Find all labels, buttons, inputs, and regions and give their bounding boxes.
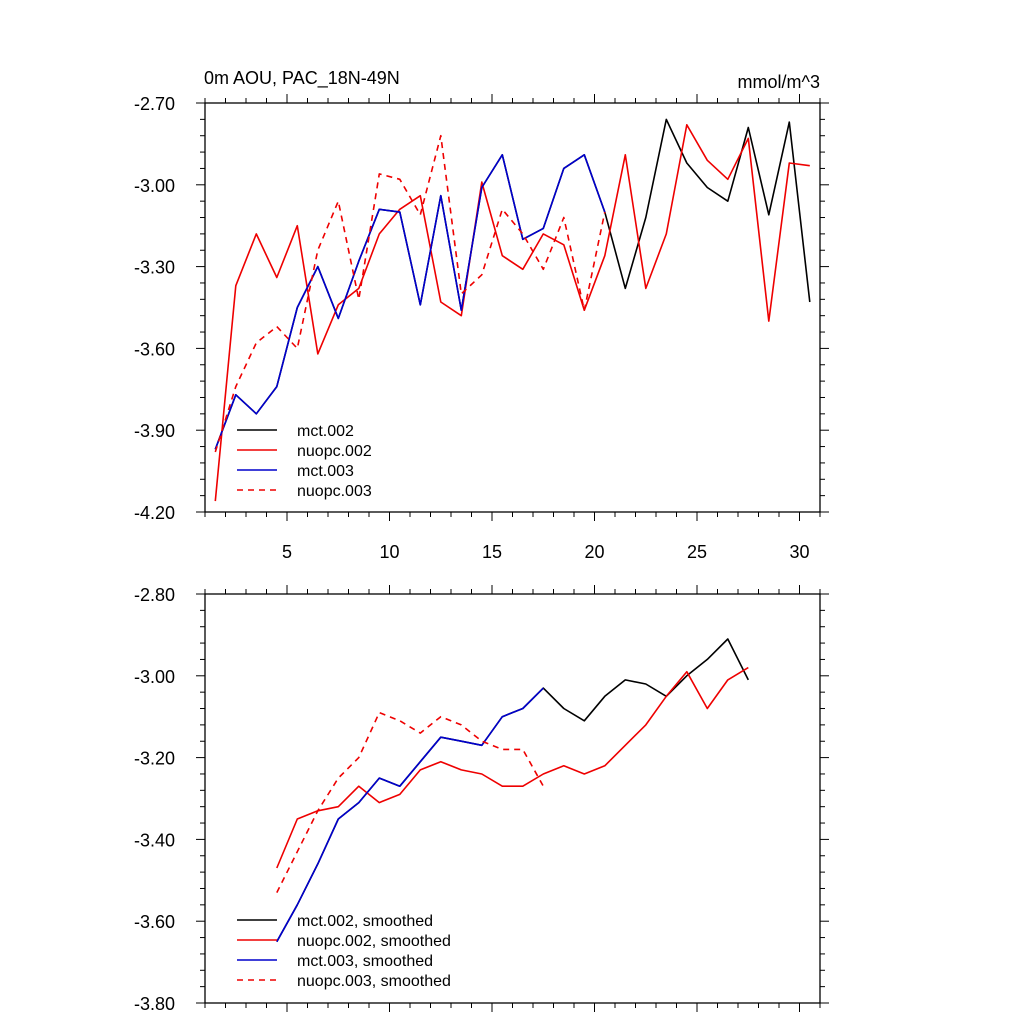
series-line-nuopc-002 [214, 124, 810, 502]
y-tick-label: -3.40 [134, 830, 175, 850]
y-tick-label: -3.80 [134, 994, 175, 1014]
legend-label: mct.003, smoothed [297, 953, 433, 970]
bottom-panel: -2.80 -3.00 -3.20 -3.40 -3.60 -3.80 mct.002, … [134, 585, 829, 1014]
top-chart-title: 0m AOU, PAC_18N-49N [204, 68, 400, 89]
x-tick-label: 15 [482, 542, 502, 562]
series-line-nuopc-003 [214, 134, 606, 453]
series-line-mct-002 [214, 118, 811, 450]
top-legend: mct.002 nuopc.002 mct.003 nuopc.003 [237, 423, 372, 500]
x-tick-label: 5 [282, 542, 292, 562]
top-panel: 0m AOU, PAC_18N-49N mmol/m^3 -2.70-3.00-… [134, 68, 829, 562]
top-axis-ticks [196, 94, 829, 521]
x-tick-label: 25 [687, 542, 707, 562]
legend-label: nuopc.002 [297, 443, 372, 460]
bottom-axis-labels: -2.80 -3.00 -3.20 -3.40 -3.60 -3.80 [134, 585, 175, 1014]
y-tick-label: -3.30 [134, 258, 175, 278]
top-series [214, 118, 811, 502]
y-tick-label: -3.90 [134, 421, 175, 441]
y-tick-label: -3.60 [134, 339, 175, 359]
y-tick-label: -2.70 [134, 94, 175, 114]
legend-label: mct.002 [297, 423, 354, 440]
series-line-nuopc-003-smoothed [276, 711, 544, 893]
series-line-mct-002-smoothed [276, 638, 750, 943]
x-tick-label: 30 [789, 542, 809, 562]
top-chart-units: mmol/m^3 [738, 72, 820, 92]
legend-label: nuopc.003, smoothed [297, 973, 451, 990]
y-tick-label: -3.60 [134, 912, 175, 932]
legend-label: mct.003 [297, 463, 354, 480]
legend-label: nuopc.003 [297, 483, 372, 500]
y-tick-label: -3.00 [134, 176, 175, 196]
top-plot-frame [204, 102, 821, 513]
legend-label: mct.002, smoothed [297, 913, 433, 930]
y-tick-label: -2.80 [134, 585, 175, 605]
bottom-series [276, 638, 750, 943]
legend-label: nuopc.002, smoothed [297, 933, 451, 950]
y-tick-label: -3.20 [134, 749, 175, 769]
x-tick-label: 10 [379, 542, 399, 562]
series-line-mct-003-smoothed [276, 687, 544, 943]
series-line-nuopc-002-smoothed [276, 666, 749, 869]
bottom-plot-frame [204, 593, 821, 1004]
top-axis-labels: -2.70 -3.00 -3.30 -3.60 -3.90 -4.20 5 10 15 20 25 3… [134, 94, 810, 562]
y-tick-label: -3.00 [134, 667, 175, 687]
series-line-mct-003 [214, 154, 606, 450]
bottom-legend: mct.002, smoothed nuopc.002, smoothed mct.… [237, 913, 451, 990]
x-tick-label: 20 [584, 542, 604, 562]
y-tick-label: -4.20 [134, 503, 175, 523]
bottom-axis-ticks [196, 585, 829, 1012]
